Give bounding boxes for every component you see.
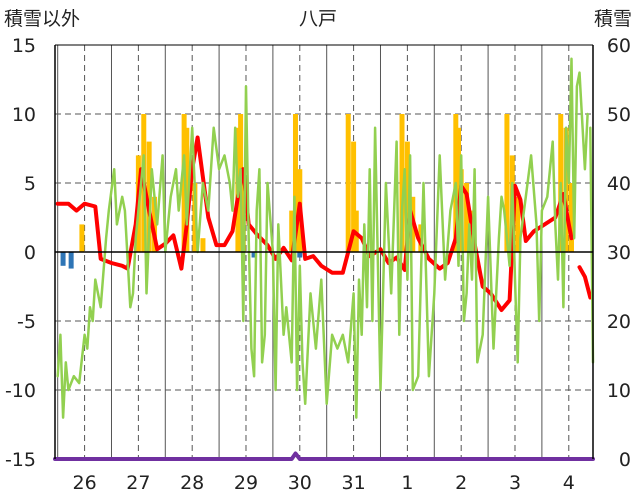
bar [297, 252, 303, 258]
x-tick-label: 27 [126, 472, 150, 494]
left-tick-label: -10 [5, 380, 36, 402]
bar [60, 252, 66, 266]
bar [251, 252, 257, 258]
bar [292, 114, 298, 252]
right-tick-label: 60 [607, 35, 631, 57]
series-line [53, 451, 595, 461]
bar [68, 252, 74, 269]
x-tick-label: 31 [341, 472, 365, 494]
bar [404, 141, 410, 252]
x-tick-label: 1 [401, 472, 413, 494]
right-tick-label: 10 [607, 380, 631, 402]
bar [504, 114, 510, 252]
x-tick-labels: 26 27 28 29 30 31 1 2 3 4 [72, 472, 574, 494]
series-line [577, 265, 593, 300]
left-tick-label: 15 [12, 35, 36, 57]
bar [289, 210, 295, 252]
lines [53, 57, 595, 461]
x-tick-label: 29 [234, 472, 258, 494]
x-tick-label: 4 [563, 472, 575, 494]
chart-title: 八戸 [299, 8, 337, 30]
right-axis-title: 積雪 [594, 8, 632, 30]
bar [146, 141, 152, 252]
right-tick-labels: 60 50 40 30 20 10 0 [607, 35, 631, 471]
right-tick-label: 30 [607, 242, 631, 264]
axes [54, 44, 594, 459]
x-tick-label: 3 [509, 472, 521, 494]
x-tick-label: 28 [180, 472, 204, 494]
x-tick-label: 30 [288, 472, 312, 494]
right-tick-label: 40 [607, 173, 631, 195]
left-tick-label: 0 [24, 242, 36, 264]
bar [351, 141, 357, 252]
bar [515, 196, 521, 252]
bar [184, 127, 190, 252]
right-tick-label: 20 [607, 311, 631, 333]
bar [200, 238, 206, 252]
bar [568, 183, 574, 252]
bar [464, 183, 470, 252]
left-axis-title: 積雪以外 [4, 8, 80, 30]
right-tick-label: 50 [607, 104, 631, 126]
bar [79, 224, 85, 252]
bar [152, 196, 158, 252]
left-tick-label: -5 [17, 311, 36, 333]
left-tick-label: 10 [12, 104, 36, 126]
left-tick-labels: 15 10 5 0 -5 -10 -15 [5, 35, 36, 471]
bar [456, 127, 461, 252]
x-tick-label: 26 [72, 472, 96, 494]
series-line [56, 57, 589, 419]
right-tick-label: 0 [619, 449, 631, 471]
bar [345, 114, 351, 252]
left-tick-label: 5 [24, 173, 36, 195]
bar [399, 114, 405, 252]
series-line [55, 135, 574, 312]
left-tick-label: -15 [5, 449, 36, 471]
x-tick-label: 2 [455, 472, 467, 494]
